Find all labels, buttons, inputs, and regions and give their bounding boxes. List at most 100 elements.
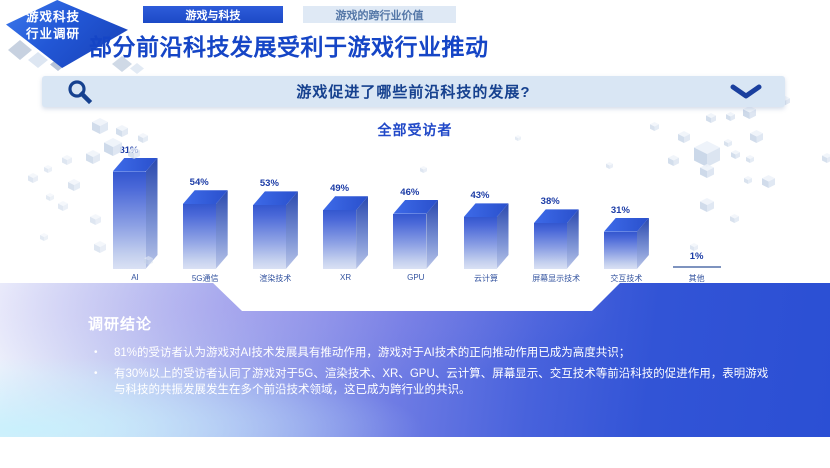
bar-value-label: 43%: [470, 190, 490, 202]
decor-cube-icon: [678, 130, 690, 148]
bar-value-label: 38%: [540, 196, 560, 208]
chevron-down-icon[interactable]: [729, 84, 763, 105]
bar-category-label: 云计算: [474, 274, 498, 283]
decor-cube-icon: [694, 141, 720, 172]
decor-cube-icon: [46, 188, 54, 206]
decor-cube-icon: [420, 160, 427, 178]
bar-value-label: 49%: [330, 183, 350, 195]
bar-value-label: 53%: [259, 178, 279, 190]
bar-value-label: 46%: [400, 186, 420, 198]
bar-category-label: GPU: [407, 273, 425, 282]
decor-diamond: [28, 52, 48, 68]
bar-side-face: [637, 218, 649, 269]
decor-cube-icon: [606, 156, 613, 174]
decor-cube-icon: [116, 124, 128, 142]
bar-side-face: [356, 196, 368, 269]
decor-cube-icon: [700, 164, 714, 183]
bar-value-label: 1%: [689, 251, 704, 262]
bar-category-label: 5G通信: [191, 274, 219, 283]
brand-line1: 游戏科技: [26, 10, 81, 24]
decor-diamond: [112, 56, 132, 72]
bar-front-face: [463, 217, 497, 269]
decor-cube-icon: [86, 150, 100, 169]
decor-cube-icon: [762, 175, 775, 193]
decor-cube-icon: [731, 146, 740, 164]
decor-cube-icon: [128, 146, 140, 164]
bar-front-face: [182, 204, 216, 269]
decor-cube-icon: [92, 118, 108, 139]
bullet-dot: •: [94, 347, 98, 358]
bar-category-label: 渲染技术: [259, 274, 292, 283]
bar-top-face: [112, 157, 158, 172]
decor-cube-icon: [746, 150, 754, 168]
decor-cube-icon: [743, 106, 756, 124]
conclusion-bullet: • 有30%以上的受访者认同了游戏对于5G、渲染技术、XR、GPU、云计算、屏幕…: [94, 368, 769, 396]
decor-cube-icon: [58, 198, 68, 216]
bullet-dot: •: [94, 368, 98, 379]
bar-front-face: [252, 205, 286, 269]
bar-front-face: [603, 231, 637, 269]
decor-cube-icon: [28, 170, 38, 188]
decor-cube-icon: [94, 240, 106, 258]
bar-front-face: [112, 171, 146, 269]
decor-cube-icon: [690, 238, 698, 256]
bar-category-label: 屏幕显示技术: [532, 274, 581, 283]
decor-cube-icon: [90, 212, 101, 230]
conclusion-bullet: • 81%的受访者认为游戏对AI技术发展具有推动作用，游戏对于AI技术的正向推动…: [94, 347, 631, 359]
decor-cube-icon: [822, 150, 830, 168]
decor-cube-icon: [62, 152, 72, 170]
chart-title: 全部受访者: [377, 122, 453, 138]
bar-side-face: [426, 200, 438, 269]
bar-side-face: [216, 190, 228, 269]
decor-cube-icon: [68, 178, 80, 196]
bar-top-face: [603, 217, 649, 232]
bar-front-face: [393, 213, 427, 269]
decor-cube-icon: [650, 118, 659, 136]
decor-cube-icon: [706, 110, 716, 128]
tab-games-and-tech[interactable]: 游戏与科技: [143, 6, 283, 23]
decor-diamond: [130, 63, 144, 74]
bar-top-face: [463, 203, 509, 218]
bar-side-face: [497, 203, 509, 269]
brand-line2: 行业调研: [26, 26, 81, 41]
decor-cube-icon: [730, 210, 739, 228]
conclusion-heading: 调研结论: [88, 316, 153, 333]
decor-cube-icon: [144, 252, 153, 270]
bar-top-face: [533, 209, 579, 224]
bar-category-label: XR: [340, 273, 352, 282]
bar-value-label: 31%: [610, 204, 630, 216]
bar-front-face: [533, 223, 567, 269]
decor-diamond: [8, 40, 32, 60]
bar-side-face: [567, 209, 579, 269]
decor-cube-icon: [750, 130, 763, 148]
decor-cube-icon: [700, 198, 714, 217]
bar-top-face: [182, 190, 228, 205]
bar-side-face: [286, 191, 298, 269]
decor-cube-icon: [40, 228, 48, 246]
decor-cube-icon: [724, 134, 732, 152]
conclusion-list: • 81%的受访者认为游戏对AI技术发展具有推动作用，游戏对于AI技术的正向推动…: [94, 345, 784, 403]
decor-cube-icon: [138, 130, 148, 148]
bar-front-face: [323, 210, 357, 269]
decor-cube-icon: [104, 138, 122, 161]
bar-top-face: [252, 191, 298, 206]
page-title: 部分前沿科技发展受利于游戏行业推动: [89, 34, 489, 60]
magnifier-icon: [64, 79, 94, 110]
bar-value-label: 54%: [189, 177, 209, 189]
bar-side-face: [146, 158, 158, 269]
bar-category-label: 其他: [688, 274, 705, 283]
bar-category-label: AI: [131, 273, 139, 282]
question-banner[interactable]: 游戏促进了哪些前沿科技的发展?: [42, 76, 785, 107]
decor-cube-icon: [515, 128, 521, 146]
bar-top-face: [393, 199, 439, 214]
question-label: 游戏促进了哪些前沿科技的发展?: [296, 84, 531, 101]
decor-cube-icon: [668, 153, 679, 171]
bar-top-face: [323, 196, 369, 211]
bar-category-label: 交互技术: [610, 274, 643, 283]
decor-cube-icon: [44, 160, 52, 178]
decor-cube-icon: [726, 108, 735, 126]
brand-badge-text: 游戏科技 行业调研: [26, 9, 80, 43]
tab-cross-industry-value[interactable]: 游戏的跨行业价值: [303, 6, 456, 23]
